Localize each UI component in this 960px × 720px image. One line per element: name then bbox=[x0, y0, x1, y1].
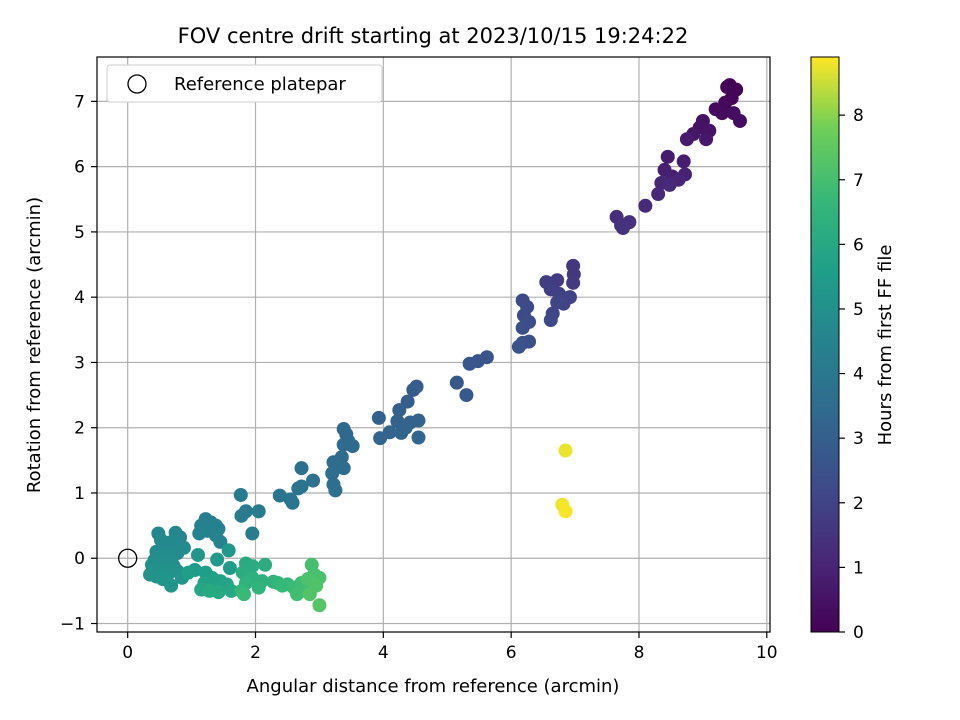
legend-marker-reference bbox=[127, 74, 147, 94]
legend: Reference platepar bbox=[106, 64, 383, 103]
data-point bbox=[251, 504, 266, 519]
y-tick-label: 2 bbox=[74, 419, 85, 439]
data-point bbox=[732, 113, 747, 128]
x-tick-label: 10 bbox=[756, 643, 778, 663]
data-point bbox=[164, 578, 179, 593]
data-point bbox=[558, 504, 573, 519]
colorbar-tick-label: 2 bbox=[853, 494, 864, 514]
data-point bbox=[371, 410, 386, 425]
data-point bbox=[511, 339, 526, 354]
data-point bbox=[251, 580, 266, 595]
reference-platepar-marker bbox=[118, 548, 138, 568]
x-tick-label: 0 bbox=[122, 643, 133, 663]
data-point bbox=[312, 598, 327, 613]
data-point bbox=[550, 295, 565, 310]
data-point bbox=[302, 587, 317, 602]
data-point bbox=[306, 473, 321, 488]
colorbar-tick-label: 1 bbox=[853, 558, 864, 578]
y-axis-label: Rotation from reference (arcmin) bbox=[24, 197, 45, 493]
data-point bbox=[234, 508, 249, 523]
y-tick-label: 7 bbox=[74, 92, 85, 112]
colorbar bbox=[810, 56, 840, 633]
data-point bbox=[638, 198, 653, 213]
y-tick-label: −1 bbox=[60, 615, 85, 635]
data-point bbox=[392, 403, 407, 418]
data-point bbox=[699, 132, 714, 147]
y-tick-label: 4 bbox=[74, 288, 85, 308]
data-point bbox=[515, 320, 530, 335]
x-tick-label: 4 bbox=[378, 643, 389, 663]
data-point bbox=[462, 356, 477, 371]
data-point bbox=[236, 587, 251, 602]
data-point bbox=[336, 461, 351, 476]
data-point bbox=[406, 382, 421, 397]
colorbar-ticks: 0 1 2 3 4 5 6 7 8 bbox=[839, 106, 864, 643]
data-point bbox=[662, 177, 677, 192]
data-point bbox=[676, 154, 691, 169]
data-point bbox=[373, 431, 388, 446]
y-tick-label: 5 bbox=[74, 223, 85, 243]
data-point bbox=[449, 375, 464, 390]
colorbar-tick-label: 3 bbox=[853, 429, 864, 449]
grid-lines bbox=[97, 57, 770, 632]
data-point bbox=[679, 132, 694, 147]
y-tick-label: 6 bbox=[74, 158, 85, 178]
data-point bbox=[285, 495, 300, 510]
data-point bbox=[459, 388, 474, 403]
legend-box bbox=[106, 64, 383, 103]
data-point bbox=[202, 583, 217, 598]
x-axis-ticks: 0 2 4 6 8 10 bbox=[122, 632, 778, 663]
colorbar-tick-label: 5 bbox=[853, 300, 864, 320]
data-point bbox=[394, 425, 409, 440]
data-points bbox=[118, 78, 747, 613]
data-point bbox=[345, 438, 360, 453]
data-point bbox=[616, 220, 631, 235]
colorbar-tick-label: 8 bbox=[853, 106, 864, 126]
colorbar-label: Hours from first FF file bbox=[875, 245, 896, 446]
colorbar-tick-label: 6 bbox=[853, 235, 864, 255]
data-point bbox=[328, 483, 343, 498]
data-point bbox=[543, 313, 558, 328]
data-point bbox=[258, 557, 273, 572]
y-tick-label: 3 bbox=[74, 353, 85, 373]
colorbar-tick-label: 0 bbox=[853, 623, 864, 643]
data-point bbox=[181, 565, 196, 580]
chart-title: FOV centre drift starting at 2023/10/15 … bbox=[178, 24, 689, 48]
data-point bbox=[210, 552, 225, 567]
y-tick-label: 1 bbox=[74, 484, 85, 504]
axes-frame bbox=[96, 56, 771, 633]
legend-entry-reference: Reference platepar bbox=[174, 74, 346, 95]
data-point bbox=[294, 461, 309, 476]
data-point bbox=[291, 481, 306, 496]
data-point bbox=[272, 488, 287, 503]
x-axis-label: Angular distance from reference (arcmin) bbox=[247, 676, 620, 697]
data-point bbox=[224, 583, 239, 598]
data-point bbox=[411, 430, 426, 445]
y-axis-ticks: −1 0 1 2 3 4 5 6 7 bbox=[60, 92, 97, 635]
data-point bbox=[566, 275, 581, 290]
data-point bbox=[245, 526, 260, 541]
data-point bbox=[660, 149, 675, 164]
data-point bbox=[190, 547, 205, 562]
data-point bbox=[651, 187, 666, 202]
x-tick-label: 2 bbox=[250, 643, 261, 663]
colorbar-tick-label: 4 bbox=[853, 365, 864, 385]
data-point bbox=[290, 587, 305, 602]
x-tick-label: 6 bbox=[506, 643, 517, 663]
colorbar-tick-label: 7 bbox=[853, 171, 864, 191]
data-point bbox=[325, 466, 340, 481]
data-point bbox=[558, 443, 573, 458]
data-point bbox=[222, 561, 237, 576]
data-point bbox=[221, 543, 236, 558]
data-point bbox=[233, 487, 248, 502]
data-point bbox=[192, 526, 207, 541]
data-point bbox=[275, 578, 290, 593]
x-tick-label: 8 bbox=[634, 643, 645, 663]
data-point bbox=[715, 106, 730, 121]
y-tick-label: 0 bbox=[74, 549, 85, 569]
